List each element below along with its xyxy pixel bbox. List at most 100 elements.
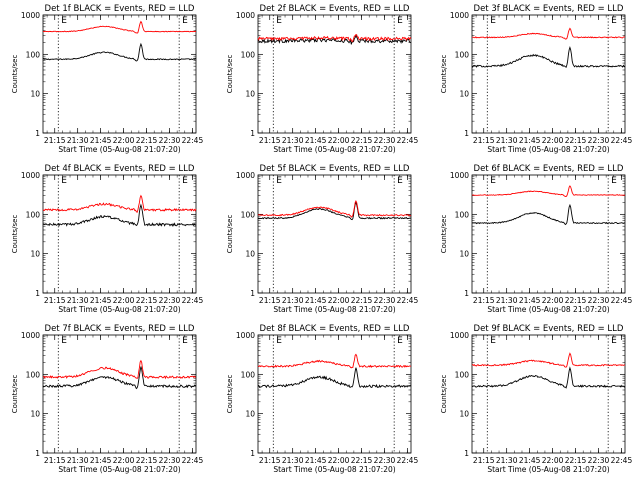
x-tick-label: 21:15 [473, 136, 495, 145]
x-axis-label: Start Time (05-Aug-08 21:07:20) [58, 305, 180, 314]
x-tick-label: 21:45 [90, 136, 112, 145]
x-tick-label: 21:30 [282, 136, 304, 145]
event-marker-label: E [182, 16, 188, 26]
x-tick-label: 22:45 [182, 136, 204, 145]
panel-title: Det 1f BLACK = Events, RED = LLD [45, 4, 195, 14]
x-axis-label: Start Time (05-Aug-08 21:07:20) [487, 145, 609, 154]
x-tick-label: 21:30 [67, 296, 89, 305]
y-tick-label: 1 [464, 289, 469, 298]
y-tick-label: 1 [35, 289, 40, 298]
y-tick-label: 1000 [236, 171, 255, 180]
event-marker-label: E [61, 176, 67, 186]
x-tick-label: 22:00 [542, 136, 564, 145]
x-tick-label: 22:15 [136, 136, 158, 145]
y-axis-label: Counts/sec [440, 55, 448, 94]
x-tick-label: 21:30 [67, 136, 89, 145]
x-tick-label: 21:45 [519, 456, 541, 465]
y-tick-label: 100 [241, 50, 256, 59]
detector-panel: Det 7f BLACK = Events, RED = LLD 1 10 100 10… [11, 324, 203, 474]
x-tick-label: 22:00 [328, 456, 350, 465]
x-tick-label: 21:15 [259, 456, 281, 465]
x-tick-label: 22:00 [113, 296, 135, 305]
x-tick-label: 22:00 [542, 296, 564, 305]
event-marker-label: E [611, 16, 617, 26]
x-tick-label: 22:45 [182, 296, 204, 305]
x-tick-label: 22:30 [159, 456, 181, 465]
y-tick-label: 100 [26, 50, 41, 59]
x-axis-label: Start Time (05-Aug-08 21:07:20) [487, 465, 609, 474]
y-tick-label: 1000 [450, 171, 469, 180]
x-tick-label: 22:30 [588, 456, 610, 465]
x-tick-label: 21:15 [259, 136, 281, 145]
axes-frame [257, 334, 412, 454]
x-tick-label: 22:45 [611, 296, 633, 305]
event-marker-label: E [276, 336, 282, 346]
axes-frame [471, 174, 626, 294]
detector-panel: Det 5f BLACK = Events, RED = LLD 1 10 100 10… [226, 164, 418, 314]
axes-frame [257, 14, 412, 134]
lld-series-line [257, 33, 412, 43]
detector-panel: Det 4f BLACK = Events, RED = LLD 1 10 100 10… [11, 164, 203, 314]
y-axis-label: Counts/sec [11, 55, 19, 94]
panel-title: Det 8f BLACK = Events, RED = LLD [260, 324, 410, 334]
panel-title: Det 5f BLACK = Events, RED = LLD [260, 164, 410, 174]
detector-panel: Det 2f BLACK = Events, RED = LLD 1 10 100 10… [226, 4, 418, 154]
x-tick-label: 22:45 [611, 136, 633, 145]
panel-title: Det 9f BLACK = Events, RED = LLD [474, 324, 624, 334]
x-tick-label: 21:15 [473, 456, 495, 465]
x-tick-label: 22:45 [182, 456, 204, 465]
event-marker-label: E [182, 176, 188, 186]
x-tick-label: 22:45 [397, 136, 419, 145]
x-tick-label: 22:00 [328, 296, 350, 305]
events-series-line [42, 42, 197, 62]
y-axis-label: Counts/sec [226, 55, 234, 94]
y-tick-label: 100 [241, 370, 256, 379]
event-marker-label: E [61, 16, 67, 26]
x-tick-label: 22:30 [588, 136, 610, 145]
x-tick-label: 21:45 [519, 296, 541, 305]
panel-title: Det 7f BLACK = Events, RED = LLD [45, 324, 195, 334]
x-tick-label: 22:30 [374, 456, 396, 465]
y-tick-label: 10 [459, 90, 469, 99]
x-axis-label: Start Time (05-Aug-08 21:07:20) [273, 465, 395, 474]
y-tick-label: 10 [245, 250, 255, 259]
panel-title: Det 2f BLACK = Events, RED = LLD [260, 4, 410, 14]
event-marker-label: E [61, 336, 67, 346]
events-series-line [471, 203, 626, 226]
panel-title: Det 6f BLACK = Events, RED = LLD [474, 164, 624, 174]
x-tick-label: 22:30 [159, 136, 181, 145]
lld-series-line [257, 199, 412, 218]
y-tick-label: 10 [459, 410, 469, 419]
event-marker-label: E [397, 336, 403, 346]
x-tick-label: 22:15 [136, 456, 158, 465]
y-tick-label: 10 [459, 250, 469, 259]
y-tick-label: 10 [245, 410, 255, 419]
events-series-line [257, 367, 412, 389]
event-marker-label: E [276, 16, 282, 26]
x-tick-label: 22:15 [565, 136, 587, 145]
y-tick-label: 100 [241, 210, 256, 219]
x-tick-label: 21:30 [282, 456, 304, 465]
y-tick-label: 1 [464, 449, 469, 458]
y-tick-label: 1 [250, 129, 255, 138]
event-marker-label: E [397, 176, 403, 186]
lld-series-line [42, 194, 197, 213]
x-tick-label: 21:15 [44, 296, 66, 305]
y-tick-label: 1000 [21, 171, 40, 180]
x-tick-label: 22:30 [159, 296, 181, 305]
x-tick-label: 21:30 [496, 296, 518, 305]
x-tick-label: 21:15 [473, 296, 495, 305]
x-tick-label: 22:00 [328, 136, 350, 145]
y-tick-label: 1000 [21, 11, 40, 20]
x-tick-label: 22:45 [397, 296, 419, 305]
x-tick-label: 21:15 [259, 296, 281, 305]
events-series-line [257, 34, 412, 45]
x-axis-label: Start Time (05-Aug-08 21:07:20) [273, 145, 395, 154]
lld-series-line [471, 352, 626, 368]
event-marker-label: E [490, 336, 496, 346]
x-tick-label: 21:15 [44, 456, 66, 465]
x-tick-label: 21:45 [305, 296, 327, 305]
detector-panel: Det 3f BLACK = Events, RED = LLD 1 10 100 10… [440, 4, 632, 154]
x-tick-label: 21:45 [90, 296, 112, 305]
